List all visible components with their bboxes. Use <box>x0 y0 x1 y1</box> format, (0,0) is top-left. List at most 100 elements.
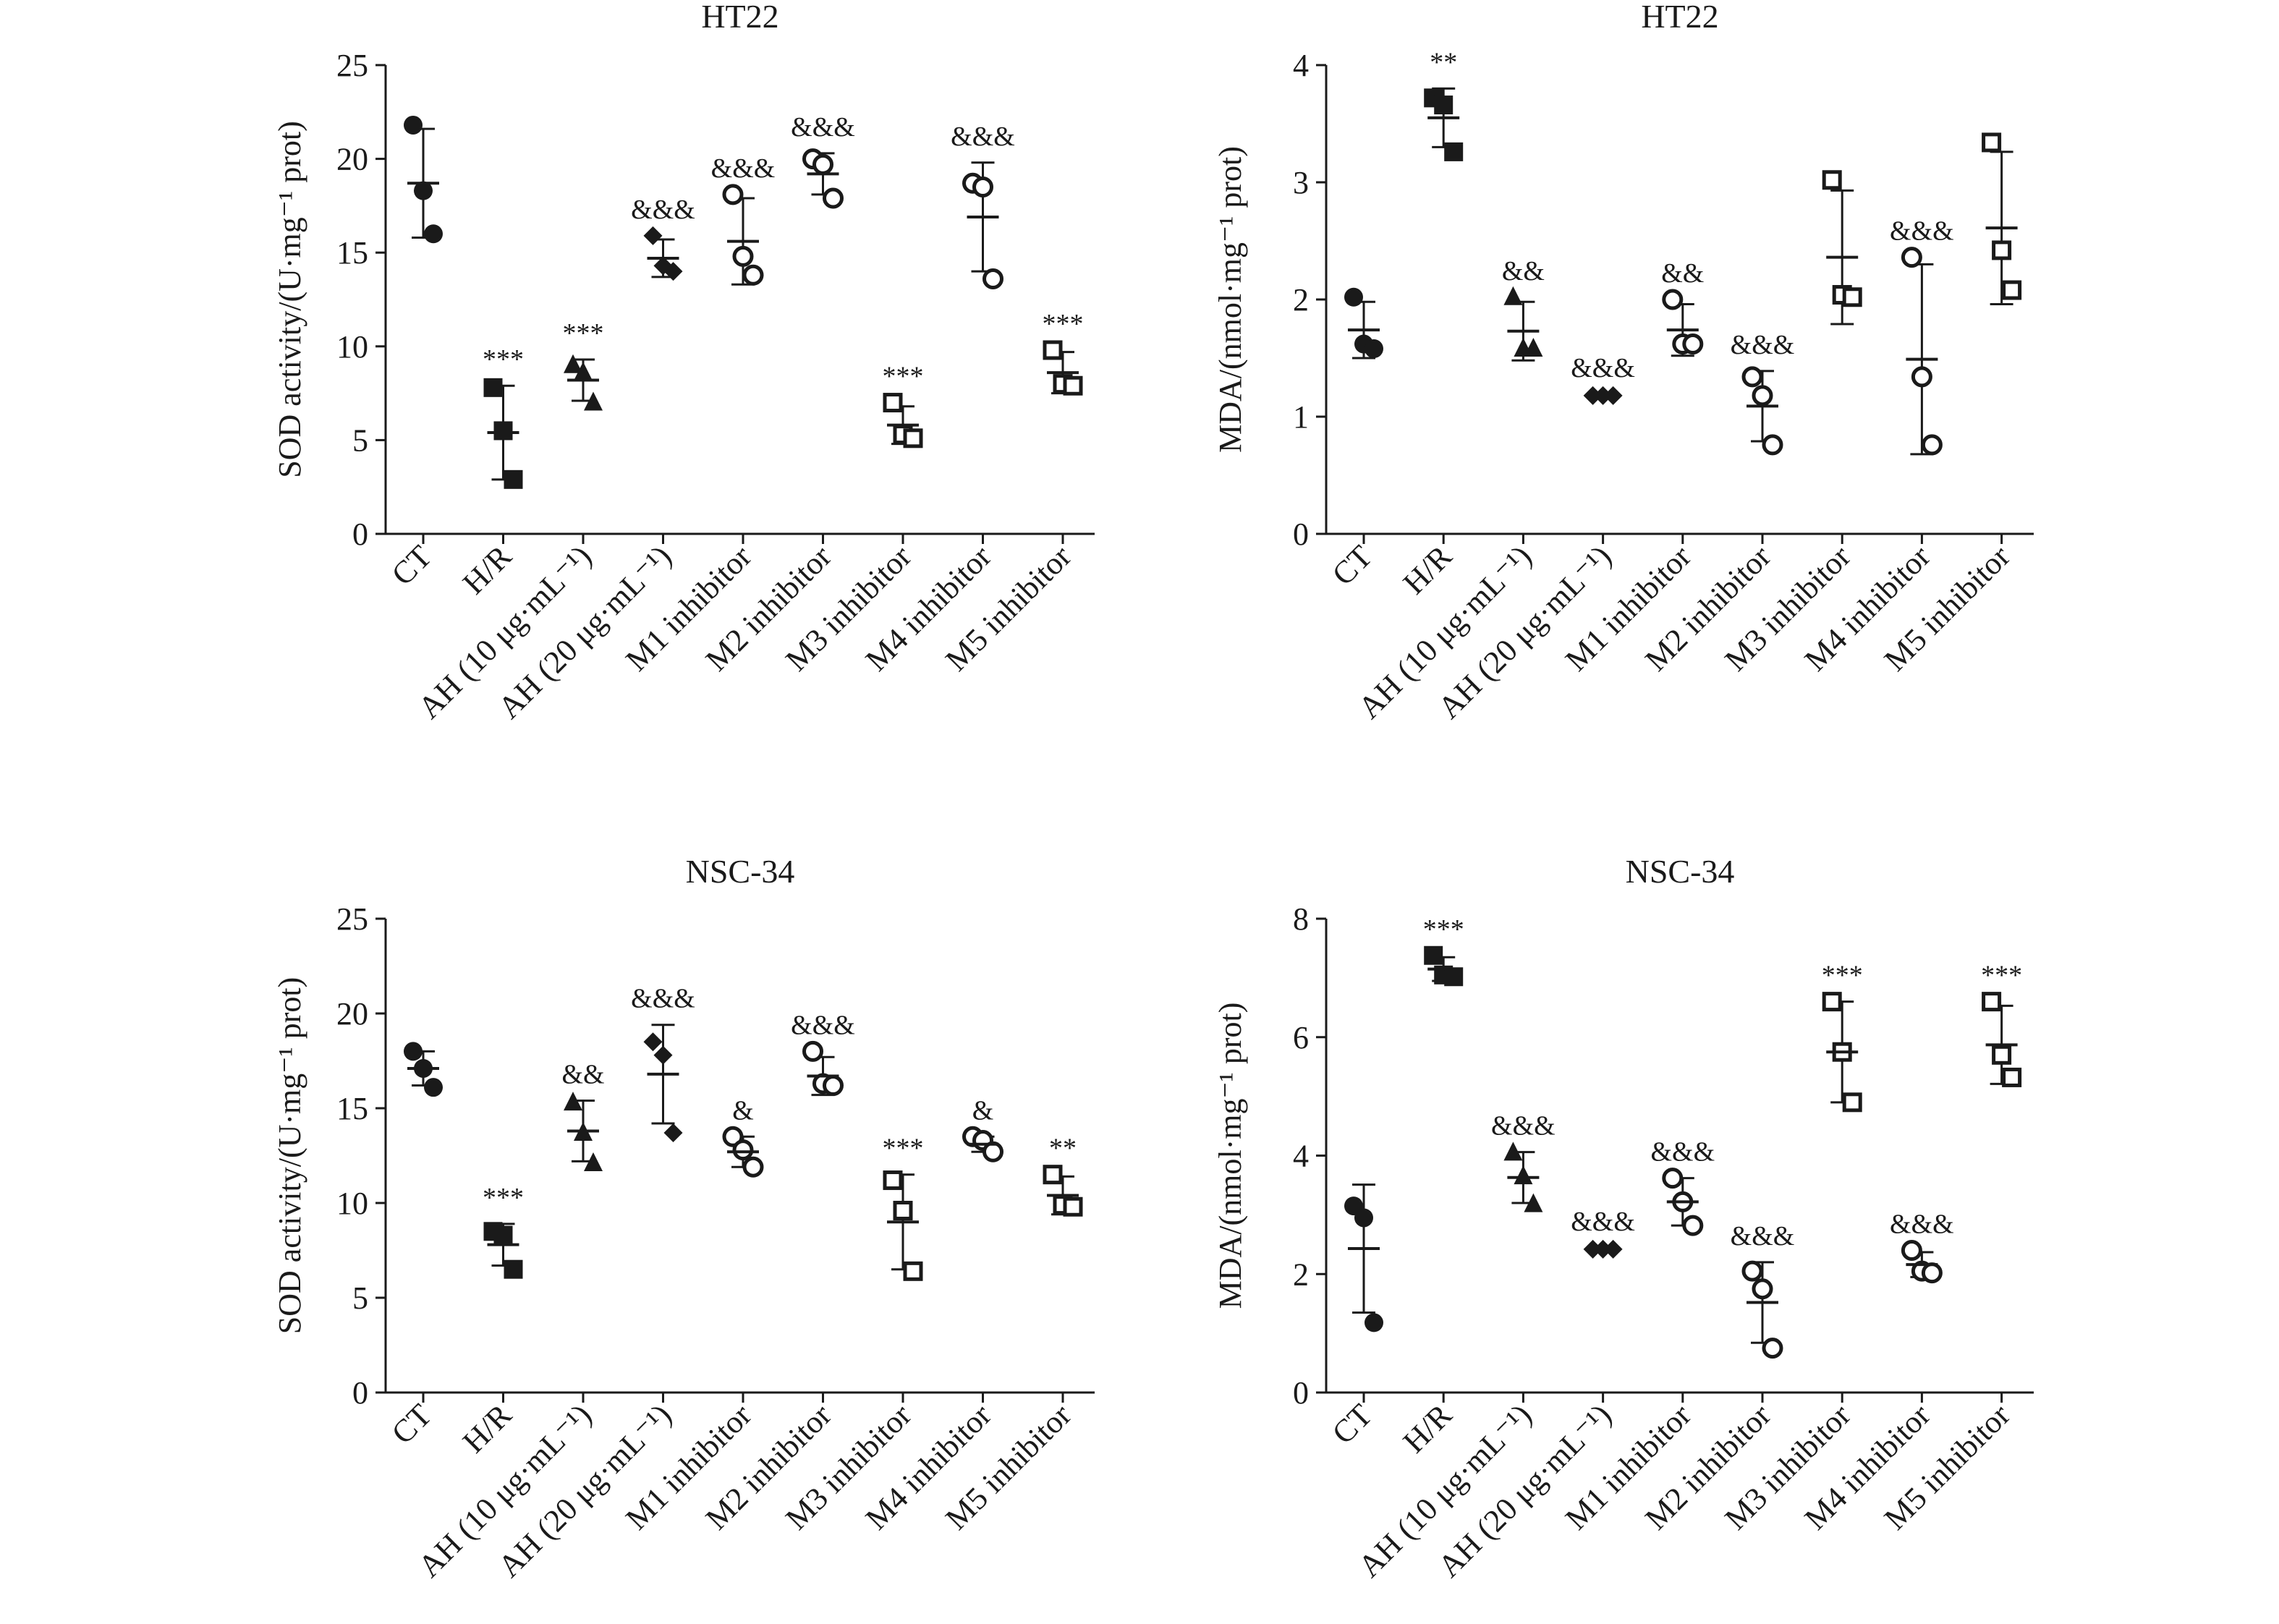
data-point <box>1992 1045 2012 1065</box>
group-2: ** <box>1424 47 1464 161</box>
y-tick-label: 25 <box>336 901 368 937</box>
y-tick-label: 2 <box>1293 1257 1309 1292</box>
x-tick-label: CT <box>385 538 438 592</box>
group-4: &&& <box>1571 1207 1635 1259</box>
data-point <box>732 1139 754 1161</box>
significance-label: &&& <box>791 112 855 143</box>
group-1 <box>404 115 443 244</box>
data-point <box>893 1200 913 1220</box>
data-point <box>983 268 1003 289</box>
y-axis-label: MDA/(nmol·mg⁻¹ prot) <box>1213 1003 1248 1309</box>
significance-label: &&& <box>1571 353 1635 383</box>
data-point <box>883 1170 903 1191</box>
y-tick-label: 8 <box>1293 901 1309 937</box>
data-point <box>2002 1067 2022 1087</box>
data-point <box>1524 1193 1543 1212</box>
significance-label: &&& <box>1731 330 1795 360</box>
group-7 <box>1822 170 1862 326</box>
y-tick-label: 2 <box>1293 282 1309 318</box>
significance-label: && <box>1502 256 1545 286</box>
data-point <box>1503 1142 1523 1161</box>
data-point <box>1063 375 1083 396</box>
data-point <box>983 1141 1003 1162</box>
data-point <box>903 1261 923 1281</box>
significance-label: &&& <box>1731 1221 1795 1251</box>
data-point <box>1901 247 1922 268</box>
data-point <box>1762 1338 1783 1359</box>
data-point <box>1424 945 1443 965</box>
group-8: &&& <box>1890 216 1954 456</box>
data-point <box>1992 240 2012 260</box>
significance-label: ** <box>1049 1134 1077 1164</box>
y-tick-label: 20 <box>336 996 368 1032</box>
data-point <box>1822 992 1842 1012</box>
y-tick-label: 0 <box>1293 516 1309 552</box>
data-point <box>584 1152 603 1171</box>
data-point <box>1365 1313 1383 1332</box>
data-point <box>1662 289 1684 310</box>
data-point <box>1921 434 1943 456</box>
data-point <box>1822 170 1842 190</box>
y-tick-label: 25 <box>336 48 368 83</box>
significance-label: &&& <box>1491 1111 1556 1142</box>
data-point <box>883 393 903 413</box>
data-point <box>1842 1092 1862 1113</box>
group-2: *** <box>483 1183 524 1279</box>
significance-label: &&& <box>711 153 776 184</box>
data-point <box>802 1040 823 1062</box>
data-point <box>1682 1215 1704 1236</box>
significance-label: *** <box>563 318 604 349</box>
group-6: &&& <box>791 112 855 209</box>
data-point <box>1434 95 1453 115</box>
data-point <box>1514 1165 1533 1185</box>
x-tick-label: CT <box>385 1397 438 1450</box>
group-2: *** <box>1423 914 1464 987</box>
data-point <box>1662 1168 1684 1189</box>
group-1 <box>1344 1183 1383 1332</box>
data-point <box>643 1032 663 1052</box>
data-point <box>1524 338 1543 357</box>
data-point <box>1901 1240 1922 1261</box>
data-point <box>972 176 993 197</box>
x-tick-label: H/R <box>1396 1397 1459 1460</box>
data-point <box>1043 1165 1063 1185</box>
group-5: &&& <box>711 153 776 286</box>
data-point <box>742 1156 764 1178</box>
group-7: *** <box>883 1134 924 1281</box>
x-tick-label: CT <box>1325 1397 1379 1450</box>
data-point <box>493 421 513 441</box>
x-tick-label: H/R <box>1396 538 1459 601</box>
data-point <box>504 1259 523 1279</box>
y-tick-label: 10 <box>336 329 368 365</box>
x-tick-label: H/R <box>456 538 519 601</box>
significance-label: *** <box>483 344 524 375</box>
data-point <box>1752 385 1773 407</box>
group-3: *** <box>563 318 604 411</box>
group-1 <box>1344 287 1383 360</box>
group-4: &&& <box>1571 353 1635 405</box>
data-point <box>732 245 754 267</box>
data-point <box>1682 333 1704 355</box>
group-8: &&& <box>1890 1210 1954 1284</box>
data-point <box>404 1042 423 1061</box>
significance-label: ** <box>1430 47 1457 77</box>
data-point <box>1741 366 1763 388</box>
y-axis-label: SOD activity/(U·mg⁻¹ prot) <box>272 121 307 477</box>
panel-3: NSC-34 0 5 10 15 20 25 SOD activity/(U·mg⁻¹ pro… <box>272 853 1095 1584</box>
data-point <box>564 354 582 373</box>
data-point <box>1982 132 2002 153</box>
y-axis-label: SOD activity/(U·mg⁻¹ prot) <box>272 977 307 1334</box>
data-point <box>483 378 503 397</box>
data-point <box>424 1078 443 1097</box>
data-point <box>424 224 443 244</box>
group-5: && <box>1661 258 1704 357</box>
data-point <box>2002 280 2022 300</box>
y-axis-label: MDA/(nmol·mg⁻¹ prot) <box>1213 146 1248 453</box>
y-tick-label: 20 <box>336 142 368 177</box>
significance-label: *** <box>883 1134 924 1164</box>
group-1 <box>404 1042 443 1097</box>
data-point <box>1842 287 1862 307</box>
significance-label: &&& <box>631 984 695 1014</box>
